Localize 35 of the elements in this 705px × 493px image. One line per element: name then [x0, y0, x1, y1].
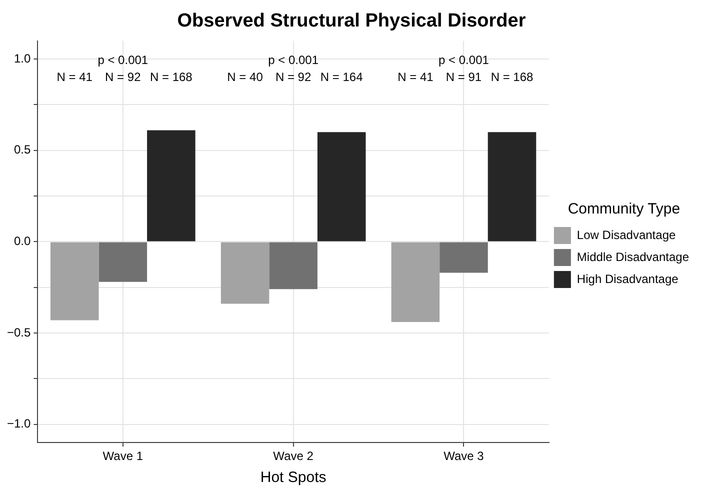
y-tick-label: 0.5	[14, 142, 32, 157]
bar	[220, 242, 270, 304]
annotation: p < 0.001	[268, 53, 319, 68]
bar	[391, 242, 440, 322]
x-tick-label: Wave 1	[102, 449, 144, 464]
legend-title: Community Type	[568, 200, 680, 218]
x-tick-label: Wave 2	[273, 449, 314, 464]
annotation: N = 168	[490, 70, 534, 84]
annotation: p < 0.001	[98, 53, 148, 68]
annotation: N = 92	[275, 70, 312, 84]
bar	[317, 132, 366, 242]
x-axis-title: Hot Spots	[260, 469, 326, 486]
y-tick-label: −1.0	[6, 416, 31, 431]
y-tick-label: −0.5	[6, 325, 31, 340]
annotation: p < 0.001	[438, 53, 490, 68]
bar	[98, 242, 148, 282]
annotation: N = 40	[227, 70, 264, 84]
annotation: N = 41	[398, 70, 434, 84]
annotation: N = 41	[56, 70, 93, 84]
bar	[50, 242, 99, 320]
annotation: N = 168	[150, 70, 193, 84]
y-tick-label: 1.0	[14, 51, 32, 66]
annotation: N = 164	[320, 70, 364, 84]
annotation: N = 92	[105, 70, 142, 84]
bar	[440, 242, 488, 273]
legend-label: Middle Disadvantage	[576, 250, 690, 264]
x-tick-label: Wave 3	[444, 449, 484, 464]
bar	[269, 242, 318, 290]
bar	[147, 130, 196, 242]
annotation: N = 91	[446, 70, 482, 84]
y-tick-label: 0.0	[14, 234, 32, 248]
bar	[488, 132, 536, 242]
legend-label: High Disadvantage	[576, 272, 679, 286]
legend-label: Low Disadvantage	[576, 228, 676, 242]
chart-title: Observed Structural Physical Disorder	[177, 10, 526, 32]
